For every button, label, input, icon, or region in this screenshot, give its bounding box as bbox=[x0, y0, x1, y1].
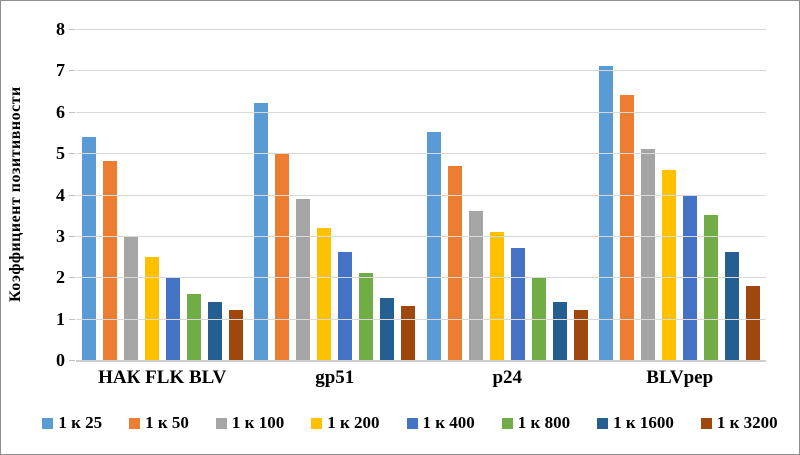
y-axis-tick-labels: 0 1 2 3 4 5 6 7 8 bbox=[31, 20, 65, 369]
y-tick-mark bbox=[69, 235, 75, 237]
legend-swatch-icon bbox=[42, 417, 54, 429]
y-tick-mark bbox=[69, 277, 75, 279]
bar-group bbox=[249, 29, 422, 360]
bar bbox=[426, 132, 441, 360]
bar bbox=[401, 306, 416, 360]
bar bbox=[359, 273, 374, 360]
bar bbox=[468, 211, 483, 360]
legend-swatch-icon bbox=[406, 417, 418, 429]
bar bbox=[296, 198, 311, 360]
legend-item: 1 к 200 bbox=[311, 413, 380, 433]
legend-swatch-icon bbox=[700, 417, 712, 429]
bar bbox=[552, 302, 567, 360]
legend-label: 1 к 100 bbox=[231, 413, 285, 432]
bar bbox=[228, 310, 243, 360]
category-label: gp51 bbox=[315, 367, 355, 388]
bar bbox=[599, 66, 614, 360]
y-tick-mark bbox=[69, 153, 75, 155]
y-axis-title: Коэффициент позитивности bbox=[7, 86, 24, 303]
bar bbox=[123, 235, 138, 360]
gridline bbox=[76, 70, 766, 72]
legend-label: 1 к 800 bbox=[517, 413, 571, 432]
bar-group bbox=[421, 29, 594, 360]
gridline bbox=[76, 318, 766, 320]
bar bbox=[144, 256, 159, 360]
legend-item: 1 к 50 bbox=[129, 413, 189, 433]
y-tick-label: 8 bbox=[56, 19, 65, 39]
y-tick-mark bbox=[69, 111, 75, 113]
category-label: НАК FLK BLV bbox=[98, 367, 227, 388]
bar bbox=[704, 215, 719, 360]
gridline bbox=[76, 111, 766, 113]
bar bbox=[641, 149, 656, 360]
legend-label: 1 к 1600 bbox=[613, 413, 674, 432]
gridline bbox=[76, 235, 766, 237]
gridline bbox=[76, 194, 766, 196]
legend-item: 1 к 3200 bbox=[700, 413, 778, 433]
bar bbox=[254, 103, 269, 360]
legend-swatch-icon bbox=[129, 417, 141, 429]
y-tick-mark bbox=[69, 70, 75, 72]
legend-label: 1 к 400 bbox=[422, 413, 475, 432]
bar bbox=[620, 95, 635, 360]
y-tick-label: 2 bbox=[56, 267, 65, 288]
gridline bbox=[76, 29, 766, 30]
bar bbox=[207, 302, 222, 360]
bar bbox=[662, 169, 677, 360]
bar bbox=[447, 165, 462, 360]
y-tick-mark bbox=[69, 318, 75, 320]
bar bbox=[746, 285, 761, 360]
legend-swatch-icon bbox=[311, 417, 323, 429]
y-tick-mark bbox=[69, 194, 75, 196]
bar bbox=[317, 227, 332, 360]
y-tick-mark bbox=[69, 360, 75, 361]
bar bbox=[186, 293, 201, 360]
bar bbox=[380, 297, 395, 360]
legend-item: 1 к 100 bbox=[215, 413, 285, 433]
legend-item: 1 к 400 bbox=[406, 413, 475, 433]
legend-label: 1 к 25 bbox=[58, 413, 103, 432]
y-tick-label: 7 bbox=[56, 60, 65, 81]
legend-swatch-icon bbox=[215, 417, 227, 429]
y-tick-label: 5 bbox=[56, 143, 65, 164]
legend-item: 1 к 25 bbox=[42, 413, 102, 433]
y-tick-label: 6 bbox=[56, 101, 65, 122]
legend: 1 к 25 1 к 50 1 к 100 1 к 200 1 к 400 1 к 800… bbox=[31, 413, 789, 433]
y-tick-label: 1 bbox=[56, 308, 65, 329]
y-tick-label: 0 bbox=[56, 350, 65, 370]
x-axis-line bbox=[76, 360, 766, 362]
legend-label: 1 к 50 bbox=[145, 413, 189, 432]
legend-label: 1 к 200 bbox=[327, 413, 380, 432]
legend-swatch-icon bbox=[597, 417, 609, 429]
bar bbox=[275, 153, 290, 360]
y-tick-mark bbox=[69, 29, 75, 30]
bar bbox=[81, 136, 96, 360]
bar bbox=[338, 252, 353, 360]
x-axis-category-labels: НАК FLK BLV gp51 p24 BLVpep bbox=[76, 367, 766, 389]
legend-item: 1 к 1600 bbox=[597, 413, 674, 433]
gridline bbox=[76, 277, 766, 279]
bar bbox=[489, 231, 504, 360]
bar bbox=[510, 248, 525, 360]
legend-swatch-icon bbox=[501, 417, 513, 429]
gridline bbox=[76, 153, 766, 155]
legend-item: 1 к 800 bbox=[501, 413, 571, 433]
category-label: BLVpep bbox=[646, 367, 714, 388]
plot-area bbox=[69, 29, 766, 362]
y-tick-label: 4 bbox=[56, 184, 65, 205]
legend-label: 1 к 3200 bbox=[716, 413, 778, 432]
bar bbox=[102, 161, 117, 360]
bar-group bbox=[76, 29, 249, 360]
category-label: p24 bbox=[492, 367, 523, 388]
y-tick-label: 3 bbox=[56, 225, 65, 246]
bar bbox=[725, 252, 740, 360]
bar bbox=[573, 310, 588, 360]
